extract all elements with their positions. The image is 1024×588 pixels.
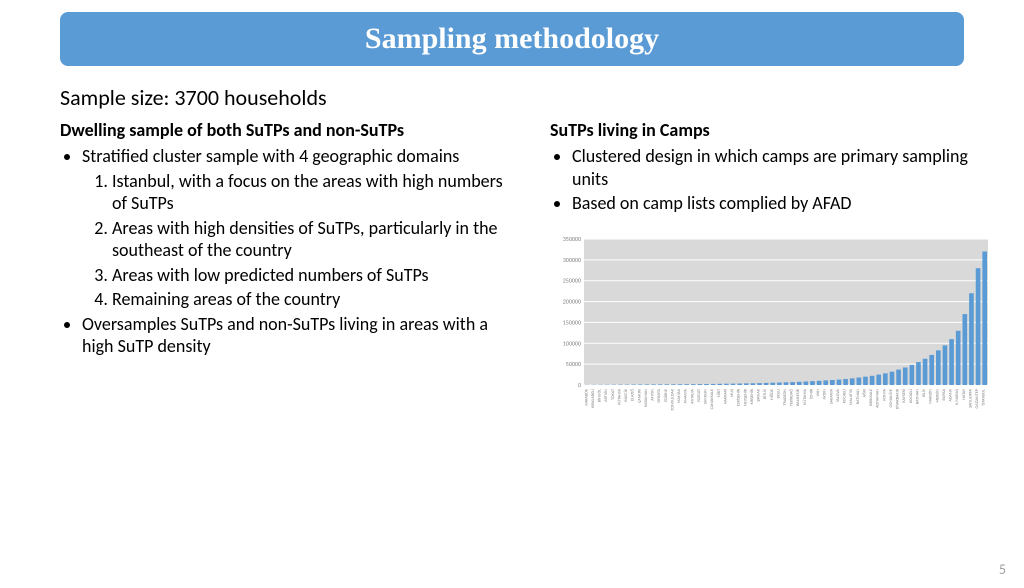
svg-text:AFYON: AFYON	[651, 388, 656, 400]
left-heading: Dwelling sample of both SuTPs and non-Su…	[60, 119, 520, 141]
svg-text:ESKİŞEHİR: ESKİŞEHİR	[736, 388, 742, 406]
left-bullet-2: Oversamples SuTPs and non-SuTPs living i…	[82, 313, 520, 358]
svg-text:TEKİRDAĞ: TEKİRDAĞ	[789, 388, 795, 405]
svg-text:HAKKARİ: HAKKARİ	[722, 389, 728, 404]
right-bullet-1: Clustered design in which camps are prim…	[572, 145, 990, 190]
left-bullet-1-text: Stratified cluster sample with 4 geograp…	[82, 145, 459, 167]
svg-text:300000: 300000	[563, 255, 581, 263]
right-bullet-2: Based on camp lists complied by AFAD	[572, 192, 990, 215]
svg-text:İSTANBUL: İSTANBUL	[981, 388, 987, 405]
domain-list: Istanbul, with a focus on the areas with…	[82, 170, 520, 311]
slide-title: Sampling methodology	[365, 22, 659, 55]
sample-size-line: Sample size: 3700 households	[60, 84, 1024, 111]
svg-text:ÇANAKKALE: ÇANAKKALE	[710, 389, 715, 409]
svg-text:NEVŞEHİR: NEVŞEHİR	[742, 388, 748, 406]
svg-text:KÜTAHYA: KÜTAHYA	[616, 388, 622, 404]
svg-text:ANTALYA: ANTALYA	[690, 388, 695, 403]
svg-text:250000: 250000	[563, 276, 581, 284]
svg-text:BALIKESİR: BALIKESİR	[795, 388, 801, 406]
svg-text:İZMİR: İZMİR	[808, 388, 814, 399]
svg-text:ŞIRNAK: ŞIRNAK	[757, 388, 762, 401]
svg-text:VAN: VAN	[816, 388, 821, 396]
svg-text:GAZİANTEP: GAZİANTEP	[974, 388, 980, 408]
svg-text:150000: 150000	[563, 318, 581, 326]
svg-text:DİYARBAKIR: DİYARBAKIR	[895, 388, 901, 409]
svg-text:BURSA: BURSA	[942, 388, 947, 400]
svg-text:SİİRT: SİİRT	[716, 389, 722, 397]
svg-text:KIRKLARELİ: KIRKLARELİ	[590, 389, 596, 408]
svg-text:KIRŞEHİR: KIRŞEHİR	[749, 388, 755, 404]
svg-text:AĞRI: AĞRI	[861, 389, 867, 397]
left-bullet-list: Stratified cluster sample with 4 geograp…	[60, 145, 520, 358]
svg-text:SAKARYA: SAKARYA	[829, 388, 834, 404]
svg-text:SAMSUN: SAMSUN	[704, 388, 709, 404]
svg-text:YOZGAT: YOZGAT	[697, 389, 702, 402]
svg-text:AMASYA: AMASYA	[684, 388, 689, 403]
svg-text:ÇANKIRI: ÇANKIRI	[637, 389, 642, 403]
bar-chart: 0 50000 100000 150000 200000 250000 300000 3500…	[550, 235, 990, 445]
svg-text:KARAMAN: KARAMAN	[644, 388, 649, 406]
domain-3: Areas with low predicted numbers of SuTP…	[112, 264, 520, 287]
left-bullet-1: Stratified cluster sample with 4 geograp…	[82, 145, 520, 311]
svg-text:ISPARTA: ISPARTA	[657, 388, 662, 402]
svg-text:0: 0	[578, 381, 581, 389]
svg-text:MERSİN: MERSİN	[934, 388, 940, 402]
svg-text:EDİRNE: EDİRNE	[663, 389, 669, 402]
right-column: SuTPs living in Camps Clustered design i…	[550, 119, 990, 445]
svg-text:ADANA: ADANA	[949, 388, 954, 401]
svg-text:KÜTAHYA: KÜTAHYA	[802, 388, 808, 404]
svg-text:KARABÜK: KARABÜK	[583, 388, 589, 405]
svg-text:TRABZON: TRABZON	[783, 388, 788, 405]
svg-text:100000: 100000	[563, 339, 581, 347]
svg-text:350000: 350000	[563, 235, 581, 243]
right-heading: SuTPs living in Camps	[550, 119, 990, 141]
svg-text:K.MARAŞ: K.MARAŞ	[955, 388, 960, 404]
svg-text:BİNGÖL: BİNGÖL	[597, 388, 603, 401]
svg-text:MUŞ: MUŞ	[730, 388, 735, 396]
domain-2: Areas with high densities of SuTPs, part…	[112, 217, 520, 262]
domain-4: Remaining areas of the country	[112, 288, 520, 311]
svg-text:YALOVA: YALOVA	[836, 388, 841, 402]
left-column: Dwelling sample of both SuTPs and non-Su…	[60, 119, 520, 445]
svg-text:200000: 200000	[563, 297, 581, 305]
right-bullet-list: Clustered design in which camps are prim…	[550, 145, 990, 215]
page-number: 5	[999, 561, 1006, 578]
svg-text:ZONGULDAK: ZONGULDAK	[670, 388, 675, 410]
svg-text:BİTLİS: BİTLİS	[762, 388, 768, 398]
svg-text:TOKAT: TOKAT	[611, 389, 616, 400]
svg-text:KIRIKKALE: KIRIKKALE	[869, 389, 874, 406]
svg-text:ARTVİN: ARTVİN	[603, 388, 609, 401]
svg-text:MANİSA: MANİSA	[676, 388, 682, 403]
svg-text:MALATYA: MALATYA	[849, 388, 854, 405]
svg-text:ADIYAMAN: ADIYAMAN	[876, 388, 881, 407]
svg-text:ELAZIĞ: ELAZIĞ	[630, 388, 636, 400]
content-columns: Dwelling sample of both SuTPs and non-Su…	[0, 119, 1024, 445]
svg-text:ŞANLIURFA: ŞANLIURFA	[968, 388, 973, 407]
svg-text:KOCAELİ: KOCAELİ	[842, 389, 848, 403]
svg-text:BOLU: BOLU	[776, 388, 781, 398]
svg-text:NİĞDE: NİĞDE	[769, 389, 775, 400]
svg-text:KİLİS: KİLİS	[921, 388, 927, 396]
svg-text:KAYSERİ: KAYSERİ	[901, 389, 907, 403]
svg-text:KONYA: KONYA	[882, 388, 887, 400]
domain-1: Istanbul, with a focus on the areas with…	[112, 170, 520, 215]
svg-text:MARDİN: MARDİN	[928, 388, 934, 403]
slide-title-bar: Sampling methodology	[60, 12, 964, 66]
svg-text:BATMAN: BATMAN	[856, 388, 861, 403]
bar-chart-container: 0 50000 100000 150000 200000 250000 300000 3500…	[550, 235, 990, 445]
svg-text:BİLECİK: BİLECİK	[623, 388, 629, 401]
svg-text:KOCAELİ: KOCAELİ	[908, 389, 914, 403]
svg-text:50000: 50000	[566, 360, 581, 368]
svg-text:OSMANİYE: OSMANİYE	[888, 389, 894, 408]
svg-text:BATMAN: BATMAN	[915, 388, 920, 403]
svg-text:HATAY: HATAY	[962, 388, 967, 400]
svg-text:AYDIN: AYDIN	[823, 388, 828, 399]
